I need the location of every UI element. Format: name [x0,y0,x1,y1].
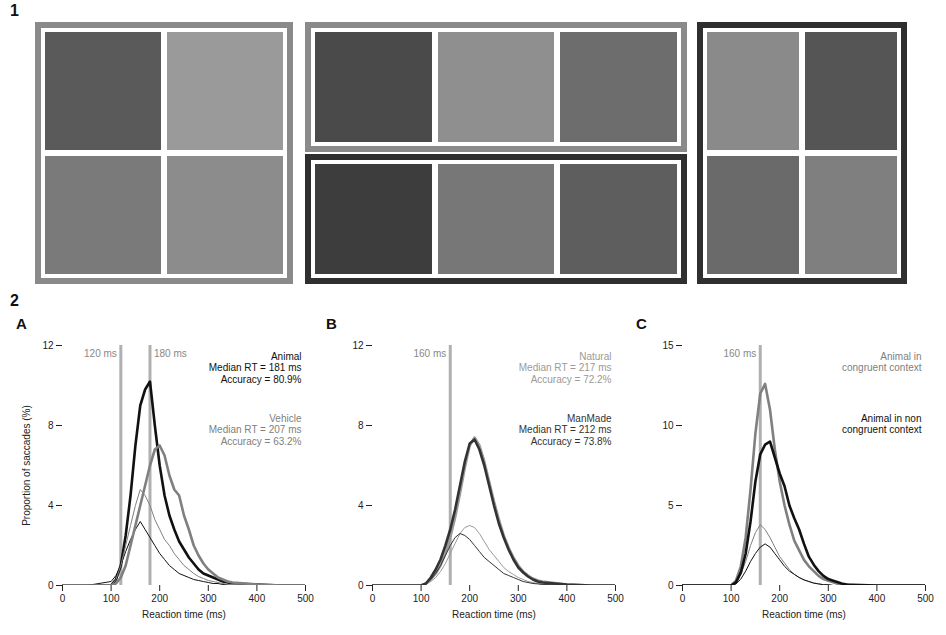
svg-text:Proportion of saccades (%): Proportion of saccades (%) [21,405,32,526]
svg-text:500: 500 [607,593,624,604]
svg-text:Reaction time (ms): Reaction time (ms) [762,609,846,620]
svg-text:4: 4 [48,500,54,511]
svg-text:NaturalMedian RT = 217 msAccur: NaturalMedian RT = 217 msAccuracy = 72.2… [519,351,612,385]
svg-text:AnimalMedian RT = 181 msAccura: AnimalMedian RT = 181 msAccuracy = 80.9% [209,351,302,385]
svg-text:200: 200 [771,593,788,604]
svg-text:12: 12 [42,340,54,351]
svg-text:300: 300 [200,593,217,604]
svg-text:VehicleMedian RT = 207 msAccur: VehicleMedian RT = 207 msAccuracy = 63.2… [209,413,302,447]
svg-text:500: 500 [917,593,934,604]
svg-text:0: 0 [358,580,364,591]
svg-text:Animal in noncongruent context: Animal in noncongruent context [842,413,922,436]
html-text:1: 1 [10,2,19,19]
svg-text:0: 0 [48,580,54,591]
svg-text:100: 100 [723,593,740,604]
html-text:A: A [16,315,27,332]
svg-text:180 ms: 180 ms [154,348,187,359]
svg-text:160 ms: 160 ms [723,348,756,359]
svg-text:100: 100 [103,593,120,604]
svg-text:ManMadeMedian RT = 212 msAccur: ManMadeMedian RT = 212 msAccuracy = 73.8… [519,413,612,447]
svg-text:0: 0 [370,593,376,604]
svg-text:0: 0 [60,593,66,604]
svg-text:10: 10 [662,420,674,431]
svg-text:100: 100 [413,593,430,604]
svg-text:15: 15 [662,340,674,351]
svg-text:8: 8 [48,420,54,431]
html-text:C: C [636,315,647,332]
svg-text:400: 400 [869,593,886,604]
svg-text:300: 300 [820,593,837,604]
html-text:B: B [326,315,337,332]
svg-text:Reaction time (ms): Reaction time (ms) [452,609,536,620]
svg-text:Reaction time (ms): Reaction time (ms) [142,609,226,620]
svg-text:Animal incongruent context: Animal incongruent context [842,351,922,374]
svg-text:200: 200 [461,593,478,604]
svg-text:120 ms: 120 ms [84,348,117,359]
svg-text:5: 5 [668,500,674,511]
svg-text:0: 0 [680,593,686,604]
svg-text:0: 0 [668,580,674,591]
svg-text:200: 200 [151,593,168,604]
svg-text:300: 300 [510,593,527,604]
svg-text:400: 400 [559,593,576,604]
svg-text:12: 12 [352,340,364,351]
svg-text:4: 4 [358,500,364,511]
svg-text:8: 8 [358,420,364,431]
svg-text:400: 400 [249,593,266,604]
svg-text:160 ms: 160 ms [413,348,446,359]
svg-text:500: 500 [297,593,314,604]
html-text:2: 2 [10,292,19,309]
